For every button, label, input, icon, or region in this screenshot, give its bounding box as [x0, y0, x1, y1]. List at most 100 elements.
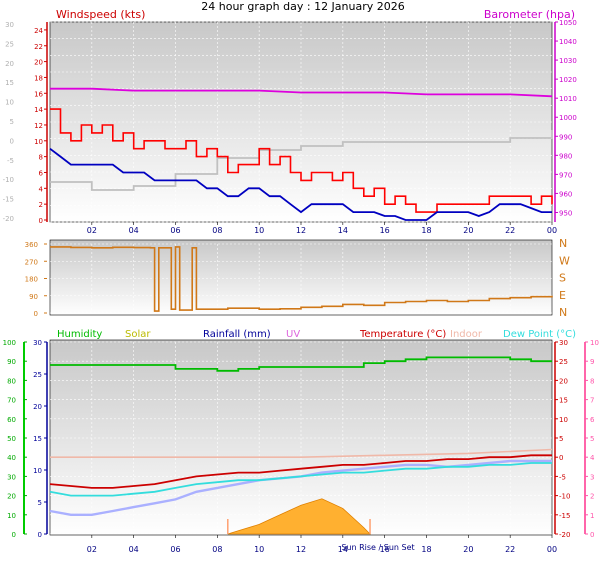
- barometer-tick-label: 990: [559, 133, 572, 141]
- panel1-series: [49, 87, 553, 221]
- outer-left-tick-label: -5: [7, 157, 14, 165]
- rain-tick-label: 15: [33, 435, 42, 443]
- uv-tick-label: 3: [590, 473, 594, 481]
- windspeed-tick-label: 10: [34, 138, 43, 146]
- x-tick-label: 00: [547, 226, 557, 235]
- uv-tick-label: 5: [590, 435, 594, 443]
- uv-tick-label: 0: [590, 531, 594, 539]
- windspeed-tick-label: 18: [34, 74, 43, 82]
- compass-tick-label: S: [559, 272, 566, 285]
- windspeed-tick-label: 22: [34, 43, 43, 51]
- humidity-tick-label: 40: [7, 454, 16, 462]
- series-indoor: [50, 448, 553, 459]
- rain-tick-label: 5: [38, 499, 42, 507]
- rain-tick-label: 30: [33, 339, 42, 347]
- x-tick-label: 02: [87, 545, 97, 554]
- x-tick-label: 22: [505, 226, 515, 235]
- series-indoor_humidity: [50, 130, 553, 191]
- compass-tick-label: W: [559, 254, 570, 267]
- legend-item: Rainfall (mm): [203, 329, 271, 340]
- x-tick-label: 18: [421, 226, 431, 235]
- legend-item: Dew Point (°C): [503, 329, 576, 340]
- outer-left-tick-label: -10: [3, 176, 14, 184]
- compass-tick-label: N: [559, 306, 567, 319]
- windspeed-tick-label: 4: [39, 185, 44, 193]
- x-tick-label: 20: [463, 545, 473, 554]
- uv-tick-label: 2: [590, 493, 594, 501]
- panel-temperature-humidity: Humidity Solar Rainfall (mm) UV Temperature …: [3, 329, 599, 552]
- temperature-tick-label: 0: [559, 454, 563, 462]
- legend-item: Temperature (°C): [359, 329, 446, 340]
- windspeed-tick-label: 2: [39, 201, 43, 209]
- barometer-tick-label: 1040: [559, 38, 577, 46]
- legend-item: UV: [286, 329, 300, 340]
- x-tick-label: 12: [296, 545, 306, 554]
- windspeed-tick-label: 20: [34, 59, 43, 67]
- temperature-tick-label: 15: [559, 397, 568, 405]
- x-tick-label: 20: [463, 226, 473, 235]
- outer-left-tick-label: 5: [10, 118, 14, 126]
- x-tick-label: 10: [254, 545, 264, 554]
- x-tick-label: 18: [421, 545, 431, 554]
- chart-title: 24 hour graph day : 12 January 2026: [201, 0, 405, 13]
- humidity-tick-label: 10: [7, 512, 16, 520]
- humidity-tick-label: 20: [7, 493, 16, 501]
- legend-item: Solar: [125, 329, 151, 340]
- x-tick-label: 08: [212, 226, 222, 235]
- x-tick-label: 04: [129, 545, 139, 554]
- rain-tick-label: 10: [33, 467, 42, 475]
- humidity-tick-label: 0: [12, 531, 16, 539]
- barometer-label: Barometer (hpa): [484, 8, 575, 21]
- barometer-tick-label: 1020: [559, 76, 577, 84]
- windspeed-tick-label: 8: [39, 154, 43, 162]
- outer-left-tick-label: 15: [5, 79, 14, 87]
- panel3-axes: 1009080706050403020100302520151050302520…: [3, 339, 599, 539]
- humidity-tick-label: 80: [7, 377, 16, 385]
- x-tick-label: 06: [170, 545, 180, 554]
- windspeed-tick-label: 6: [39, 169, 44, 177]
- direction-tick-label: 90: [29, 293, 38, 301]
- humidity-tick-label: 70: [7, 397, 16, 405]
- uv-tick-label: 1: [590, 512, 594, 520]
- barometer-tick-label: 970: [559, 171, 572, 179]
- temperature-tick-label: -20: [559, 531, 570, 539]
- direction-tick-label: 180: [25, 276, 38, 284]
- panel3-gridlines: [50, 341, 552, 535]
- panel-wind-barometer: Windspeed (kts) Barometer (hpa) 24222018…: [3, 8, 577, 225]
- outer-left-tick-label: 0: [10, 137, 14, 145]
- humidity-tick-label: 30: [7, 473, 16, 481]
- x-tick-label: 14: [338, 545, 348, 554]
- direction-tick-label: 270: [25, 258, 38, 266]
- rain-tick-label: 20: [33, 403, 42, 411]
- x-tick-label: 22: [505, 545, 515, 554]
- temperature-tick-label: 10: [559, 416, 568, 424]
- uv-tick-label: 6: [590, 416, 595, 424]
- series-wind_gust: [50, 108, 553, 213]
- uv-tick-label: 4: [590, 454, 595, 462]
- panel1-gridlines: [50, 21, 552, 223]
- outer-left-tick-label: 10: [5, 99, 14, 107]
- windspeed-tick-label: 14: [34, 106, 43, 114]
- outer-left-tick-label: 25: [5, 40, 14, 48]
- barometer-tick-label: 1000: [559, 114, 577, 122]
- windspeed-tick-label: 12: [34, 122, 43, 130]
- series-direction: [50, 246, 553, 312]
- compass-tick-label: N: [559, 237, 567, 250]
- panel1-axes: 242220181614121086420302520151050-5-10-1…: [3, 19, 577, 225]
- series-temperature: [49, 454, 552, 489]
- rain-tick-label: 0: [38, 531, 42, 539]
- x-tick-label: 00: [547, 545, 557, 554]
- direction-tick-label: 0: [34, 310, 38, 318]
- outer-left-tick-label: -15: [3, 196, 14, 204]
- uv-tick-label: 10: [590, 339, 599, 347]
- windspeed-tick-label: 0: [39, 217, 43, 225]
- x-tick-label: 10: [254, 226, 264, 235]
- uv-tick-label: 7: [590, 397, 594, 405]
- uv-tick-label: 9: [590, 358, 594, 366]
- temperature-tick-label: -5: [559, 473, 566, 481]
- humidity-tick-label: 100: [3, 339, 16, 347]
- temperature-tick-label: -10: [559, 493, 570, 501]
- outer-left-tick-label: 20: [5, 60, 14, 68]
